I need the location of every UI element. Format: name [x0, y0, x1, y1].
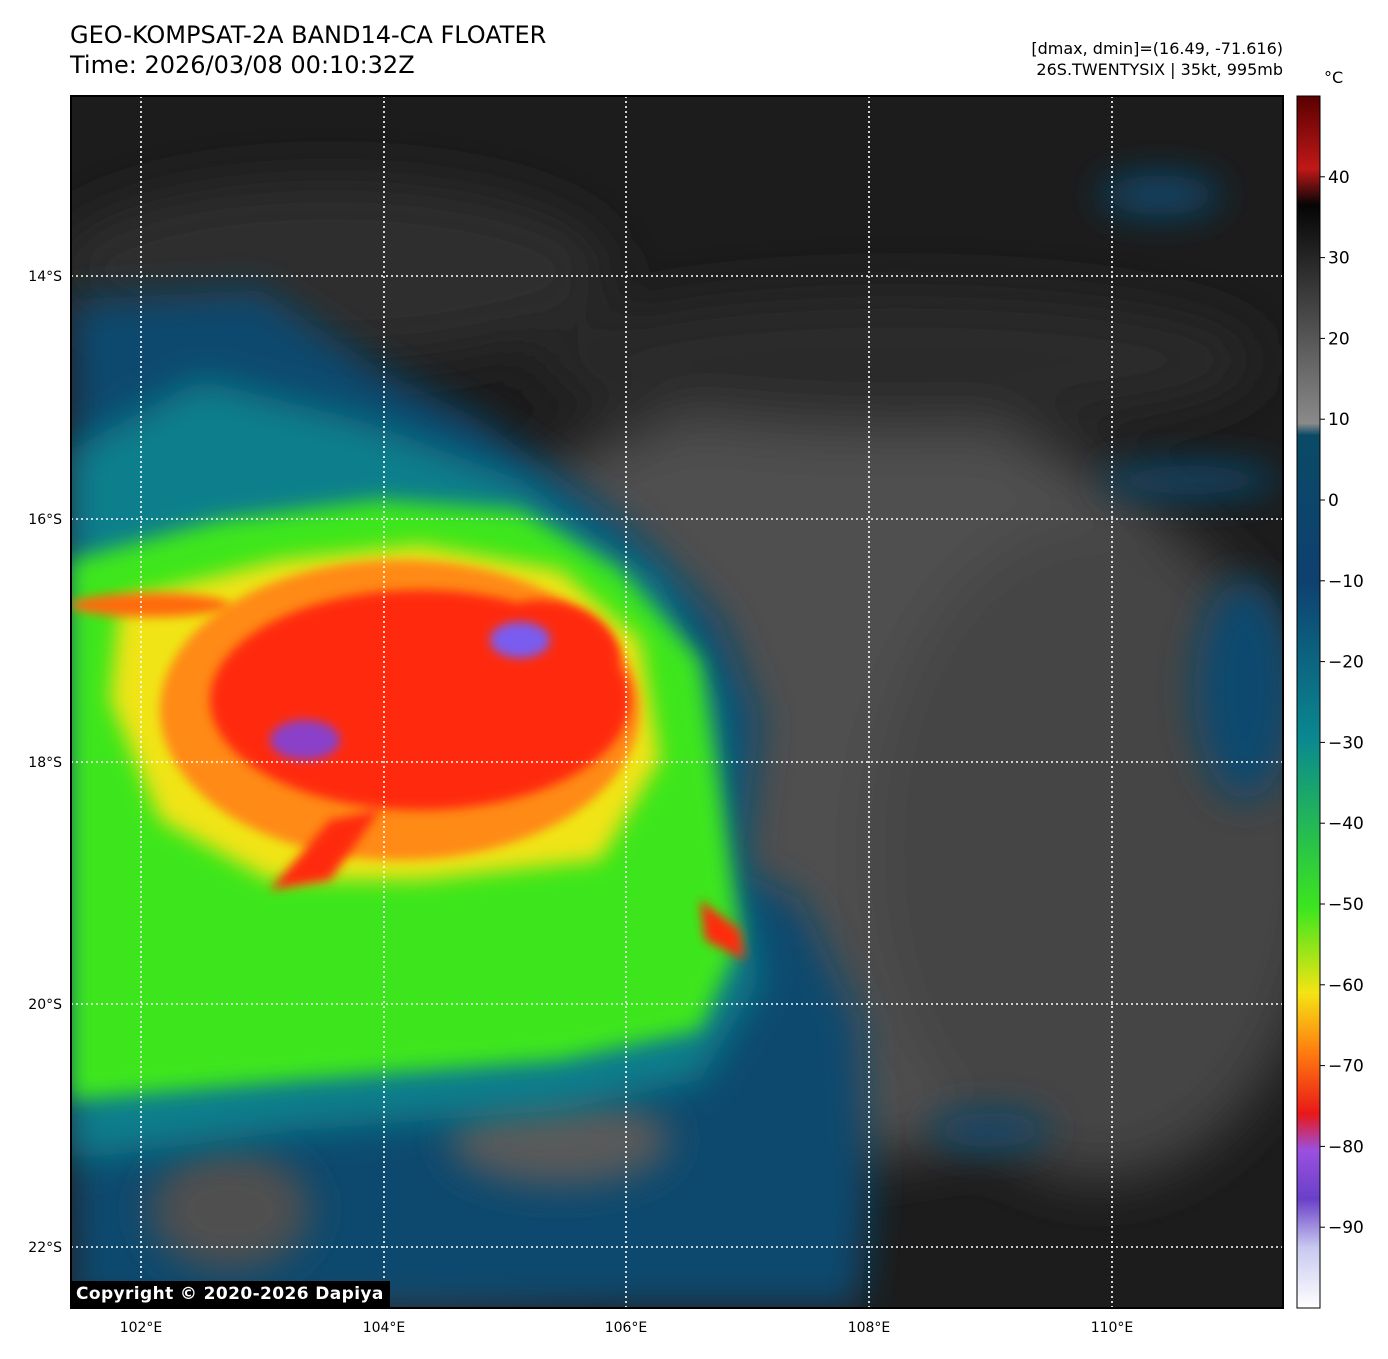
colorbar-tick-label: 0 [1328, 491, 1339, 511]
chart-meta: [dmax, dmin]=(16.49, -71.616) 26S.TWENTY… [1031, 38, 1283, 80]
copyright-banner: Copyright © 2020-2026 Dapiya [70, 1281, 390, 1308]
x-tick-label: 102°E [120, 1320, 163, 1336]
colorbar-tick-label: 40 [1328, 168, 1350, 188]
colorbar-tick-label: −70 [1328, 1057, 1364, 1077]
gridlines [71, 96, 1283, 1308]
y-tick-label: 14°S [28, 269, 62, 285]
plot-frame [70, 95, 1284, 1309]
satellite-image [71, 96, 1283, 1308]
y-tick-label: 22°S [28, 1240, 62, 1256]
colorbar-tick-label: −10 [1328, 572, 1364, 592]
y-tick-label: 16°S [28, 512, 62, 528]
colorbar-tick-label: −60 [1328, 976, 1364, 996]
y-tick-label: 20°S [28, 997, 62, 1013]
colorbar-unit: °C [1324, 68, 1344, 87]
colorbar-tick-label: −90 [1328, 1218, 1364, 1238]
colorbar-tick-label: 10 [1328, 410, 1350, 430]
coldest-tops [270, 622, 550, 760]
colorbar-tick-label: −80 [1328, 1137, 1364, 1157]
x-tick-labels: 102°E 104°E 106°E 108°E 110°E [120, 1320, 1134, 1336]
y-tick-labels: 14°S 16°S 18°S 20°S 22°S [28, 269, 62, 1256]
chart-title: GEO-KOMPSAT-2A BAND14-CA FLOATER Time: 2… [70, 20, 546, 80]
colorbar-tick-label: −20 [1328, 653, 1364, 673]
colorbar-tick-label: −30 [1328, 733, 1364, 753]
gray-islands [150, 1095, 670, 1270]
x-tick-label: 108°E [848, 1320, 891, 1336]
colorbar-tick-label: −50 [1328, 895, 1364, 915]
x-tick-label: 106°E [605, 1320, 648, 1336]
colorbar [1296, 95, 1321, 1309]
x-tick-label: 104°E [363, 1320, 406, 1336]
colorbar-tick-label: −40 [1328, 814, 1364, 834]
y-tick-label: 18°S [28, 755, 62, 771]
dmax-dmin-text: [dmax, dmin]=(16.49, -71.616) [1031, 39, 1283, 58]
title-line-2: Time: 2026/03/08 00:10:32Z [70, 51, 415, 79]
colorbar-tick-label: 20 [1328, 329, 1350, 349]
colorbar-tick-label: 30 [1328, 249, 1350, 269]
colorbar-ticks: 40 30 20 10 0 −10 −20 −30 −40 −50 −60 −70 −80 −90 [1320, 168, 1364, 1238]
storm-info-text: 26S.TWENTYSIX | 35kt, 995mb [1036, 60, 1283, 79]
x-tick-label: 110°E [1091, 1320, 1134, 1336]
title-line-1: GEO-KOMPSAT-2A BAND14-CA FLOATER [70, 21, 547, 49]
